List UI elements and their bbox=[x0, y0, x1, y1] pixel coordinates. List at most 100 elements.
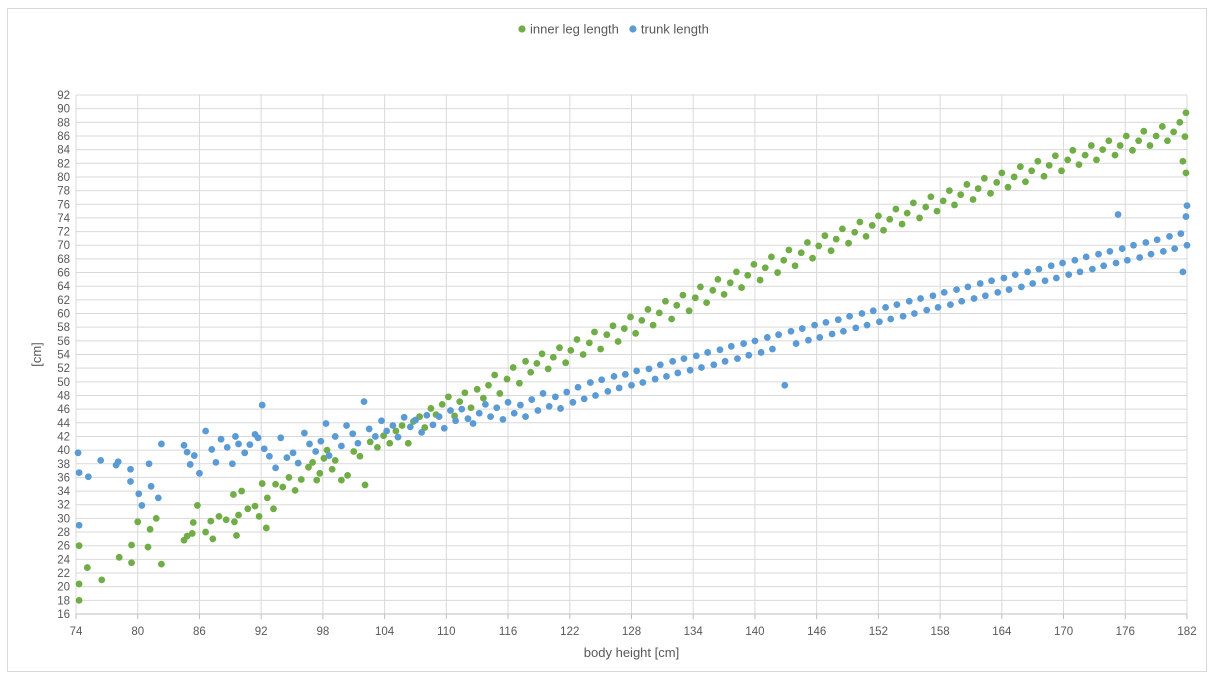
data-point bbox=[663, 372, 670, 380]
y-tick-label: 90 bbox=[57, 104, 70, 116]
data-point bbox=[196, 469, 203, 477]
data-point bbox=[528, 396, 536, 403]
data-point bbox=[1170, 128, 1178, 136]
data-point bbox=[946, 301, 954, 309]
data-point bbox=[188, 530, 196, 537]
data-point bbox=[222, 516, 230, 524]
data-point bbox=[180, 441, 188, 449]
data-point bbox=[265, 452, 273, 460]
data-point bbox=[633, 367, 641, 375]
data-point bbox=[905, 297, 913, 305]
data-point bbox=[929, 292, 937, 300]
data-point bbox=[923, 306, 931, 314]
data-point bbox=[744, 271, 752, 279]
data-point bbox=[152, 514, 160, 522]
data-point bbox=[644, 306, 652, 313]
data-point bbox=[567, 347, 575, 354]
data-point bbox=[557, 405, 564, 412]
data-point bbox=[645, 365, 653, 373]
data-point bbox=[305, 463, 312, 471]
data-point bbox=[751, 337, 759, 345]
data-point bbox=[1105, 137, 1113, 145]
data-point bbox=[704, 349, 712, 356]
data-point bbox=[135, 490, 143, 498]
data-point bbox=[685, 307, 693, 315]
x-tick-label: 158 bbox=[931, 626, 950, 638]
legend-label: inner leg length bbox=[530, 22, 619, 37]
data-point bbox=[392, 427, 400, 435]
data-point bbox=[927, 193, 935, 201]
data-point bbox=[816, 334, 824, 341]
x-tick-label: 98 bbox=[316, 626, 329, 638]
data-point bbox=[464, 415, 472, 423]
data-point bbox=[1052, 274, 1060, 282]
data-points bbox=[74, 109, 1191, 604]
data-point bbox=[485, 381, 492, 389]
data-point bbox=[1004, 183, 1012, 191]
data-point bbox=[1171, 245, 1179, 253]
data-point bbox=[404, 439, 412, 447]
data-point bbox=[774, 269, 781, 276]
data-point bbox=[145, 460, 153, 468]
data-point bbox=[987, 189, 994, 197]
data-point bbox=[791, 262, 799, 270]
y-tick-label: 24 bbox=[57, 554, 70, 566]
data-point bbox=[1136, 254, 1144, 261]
data-point bbox=[1147, 250, 1155, 258]
data-point bbox=[378, 417, 385, 425]
data-point bbox=[615, 384, 623, 392]
data-point bbox=[899, 312, 907, 320]
y-tick-label: 44 bbox=[57, 418, 70, 430]
data-point bbox=[491, 371, 499, 379]
data-point bbox=[834, 316, 842, 324]
data-point bbox=[331, 433, 339, 440]
data-point bbox=[1011, 271, 1019, 279]
data-point bbox=[444, 393, 452, 401]
data-point bbox=[628, 381, 635, 389]
data-point bbox=[338, 476, 345, 484]
data-point bbox=[673, 301, 681, 309]
data-point bbox=[1116, 142, 1124, 149]
data-point bbox=[934, 303, 942, 311]
x-tick-labels: 74 80 86 92 98 104 110 116 122 128 134 140 146 152 158… bbox=[70, 626, 1197, 638]
data-point bbox=[1142, 239, 1150, 246]
grid bbox=[75, 94, 1188, 619]
data-point bbox=[300, 429, 308, 437]
data-point bbox=[98, 576, 106, 584]
data-point bbox=[916, 214, 923, 222]
y-tick-label: 68 bbox=[57, 254, 70, 266]
x-tick-label: 170 bbox=[1054, 626, 1073, 638]
y-tick-label: 40 bbox=[57, 445, 70, 457]
data-point bbox=[400, 413, 408, 421]
data-point bbox=[709, 286, 717, 294]
data-point bbox=[761, 264, 769, 272]
data-point bbox=[821, 232, 829, 240]
data-point bbox=[721, 357, 729, 365]
data-point bbox=[291, 486, 299, 494]
data-point bbox=[998, 169, 1006, 177]
data-point bbox=[228, 460, 236, 468]
data-point bbox=[1111, 151, 1119, 159]
data-point bbox=[263, 494, 271, 502]
data-point bbox=[241, 449, 249, 457]
data-point bbox=[496, 390, 504, 397]
data-point bbox=[714, 275, 722, 283]
y-tick-label: 28 bbox=[57, 527, 70, 539]
data-point bbox=[75, 596, 83, 604]
data-point bbox=[412, 416, 419, 424]
data-point bbox=[876, 318, 883, 326]
data-point bbox=[1176, 118, 1184, 126]
data-point bbox=[811, 321, 819, 329]
data-point bbox=[768, 253, 775, 261]
data-point bbox=[1164, 137, 1171, 145]
data-point bbox=[686, 366, 694, 374]
data-point bbox=[208, 446, 216, 453]
data-point bbox=[627, 313, 634, 321]
data-point bbox=[461, 389, 469, 397]
data-point bbox=[1069, 146, 1077, 154]
y-tick-label: 86 bbox=[57, 131, 70, 143]
data-point bbox=[556, 344, 563, 352]
data-point bbox=[1000, 274, 1008, 282]
